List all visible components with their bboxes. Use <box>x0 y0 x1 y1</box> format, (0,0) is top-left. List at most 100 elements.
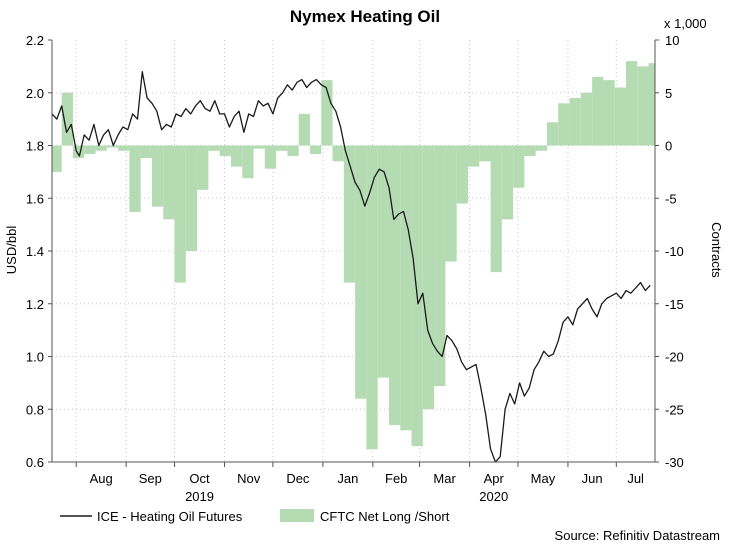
left-axis-tick-label: 2.0 <box>26 86 44 101</box>
cftc-net-position-bar <box>197 145 209 190</box>
x-axis-month-label: May <box>531 471 556 486</box>
cftc-net-position-bar <box>309 145 322 154</box>
cftc-net-position-bar <box>648 63 655 146</box>
cftc-net-position-bar <box>84 145 96 154</box>
right-axis-tick-label: 5 <box>665 86 672 101</box>
cftc-net-position-bar <box>513 145 525 188</box>
cftc-net-position-bar <box>208 145 220 151</box>
cftc-net-position-bar <box>129 145 141 212</box>
cftc-net-position-bar <box>388 145 401 426</box>
cftc-net-position-bar <box>569 98 581 146</box>
cftc-net-position-bar <box>343 145 356 283</box>
cftc-net-position-bar <box>52 145 62 172</box>
cftc-net-position-bar <box>467 145 480 167</box>
left-axis-tick-label: 2.2 <box>26 33 44 48</box>
cftc-net-position-bar <box>219 145 231 157</box>
chart-title: Nymex Heating Oil <box>290 7 440 26</box>
right-axis-tick-label: -15 <box>665 297 684 312</box>
cftc-net-position-bar <box>151 145 164 207</box>
right-axis-label: Contracts <box>709 222 724 278</box>
axes: 0.6 0.8 1.0 1.2 1.4 1.6 1.8 2.0 2.2 -30 -25 -20 -15 -… <box>26 33 684 504</box>
cftc-net-position-bar <box>580 92 593 146</box>
source-note: Source: Refinitiv Datastream <box>555 528 720 543</box>
cftc-net-position-bar <box>400 145 412 431</box>
left-axis-tick-label: 1.0 <box>26 350 44 365</box>
x-axis-month-label: Jun <box>582 471 603 486</box>
x-axis-month-label: Feb <box>385 471 407 486</box>
right-axis-tick-label: 0 <box>665 139 672 154</box>
cftc-net-position-bar <box>298 113 310 146</box>
cftc-net-position-bar <box>558 103 570 146</box>
left-axis-tick-label: 1.8 <box>26 139 44 154</box>
left-axis-tick-label: 1.6 <box>26 191 44 206</box>
cftc-net-position-bar <box>106 145 119 148</box>
cftc-net-position-bar <box>637 66 649 146</box>
legend-label-area: CFTC Net Long /Short <box>320 509 450 524</box>
cftc-net-position-bar <box>163 145 175 220</box>
x-axis-month-label: Oct <box>189 471 210 486</box>
x-axis-month-label: Apr <box>484 471 505 486</box>
x-axis-year-label: 2019 <box>185 489 214 504</box>
left-axis-tick-label: 1.2 <box>26 297 44 312</box>
x-axis-month-label: Jul <box>627 471 644 486</box>
legend-label-line: ICE - Heating Oil Futures <box>97 509 243 524</box>
cftc-net-position-bar <box>72 145 85 159</box>
cftc-net-position-bar <box>230 145 243 167</box>
cftc-net-position-bar <box>603 80 615 146</box>
right-axis-tick-label: -25 <box>665 402 684 417</box>
cftc-net-position-bar <box>490 145 502 273</box>
x-axis-month-label: Sep <box>139 471 162 486</box>
x-axis-year-label: 2020 <box>479 489 508 504</box>
right-axis-tick-label: 10 <box>665 33 679 48</box>
legend: ICE - Heating Oil Futures CFTC Net Long … <box>60 509 450 524</box>
heating-oil-futures-line <box>51 71 651 463</box>
cftc-net-position-bar <box>592 76 604 146</box>
right-axis-multiplier: x 1,000 <box>664 16 707 31</box>
cftc-net-position-bar <box>535 145 547 151</box>
cftc-net-position-bar <box>321 80 333 146</box>
legend-area-swatch <box>280 509 314 522</box>
cftc-net-position-bar <box>524 145 536 157</box>
cftc-net-position-bar <box>614 87 626 146</box>
cftc-net-position-bar <box>174 145 186 283</box>
right-axis-tick-label: -5 <box>665 191 677 206</box>
cftc-net-position-bar <box>479 145 491 162</box>
cftc-net-position-bar <box>61 92 73 146</box>
plot-area: 0.6 0.8 1.0 1.2 1.4 1.6 1.8 2.0 2.2 -30 -25 -20 -15 -… <box>26 33 684 504</box>
cftc-net-position-bar <box>434 145 446 387</box>
cftc-net-position-bar <box>287 145 299 157</box>
cftc-net-position-bar <box>456 145 468 204</box>
cftc-net-position-bar <box>501 145 514 220</box>
cftc-net-position-bar <box>253 145 265 149</box>
heating-oil-line-series <box>51 71 651 463</box>
cftc-net-position-bar <box>355 145 367 399</box>
cftc-net-position-bar <box>276 145 288 151</box>
x-axis-month-label: Dec <box>286 471 310 486</box>
cftc-net-position-bar <box>377 145 389 378</box>
cftc-net-position-bar <box>546 122 559 146</box>
left-axis-tick-label: 0.8 <box>26 402 44 417</box>
cftc-net-position-bar <box>140 145 152 159</box>
x-axis-month-label: Nov <box>237 471 261 486</box>
right-axis-tick-label: -20 <box>665 350 684 365</box>
x-axis-month-label: Aug <box>90 471 113 486</box>
left-axis-tick-label: 1.4 <box>26 244 44 259</box>
left-axis-tick-label: 0.6 <box>26 455 44 470</box>
cftc-net-position-bar <box>445 145 457 262</box>
right-axis-tick-label: -10 <box>665 244 684 259</box>
cftc-net-position-bar <box>118 145 130 151</box>
cftc-net-position-bar <box>185 145 198 251</box>
cftc-net-position-bar <box>625 61 638 146</box>
cftc-net-position-bar <box>422 145 435 410</box>
cftc-net-position-bar <box>242 145 254 179</box>
x-axis-month-label: Jan <box>337 471 358 486</box>
cftc-net-position-bar <box>264 145 277 169</box>
cftc-net-position-bar <box>332 145 344 162</box>
right-axis-tick-label: -30 <box>665 455 684 470</box>
x-axis-month-label: Mar <box>433 471 456 486</box>
left-axis-label: USD/bbl <box>4 226 19 275</box>
cftc-net-position-bar <box>366 145 378 450</box>
cftc-net-position-bar <box>95 145 107 151</box>
cftc-area-series <box>52 61 655 450</box>
